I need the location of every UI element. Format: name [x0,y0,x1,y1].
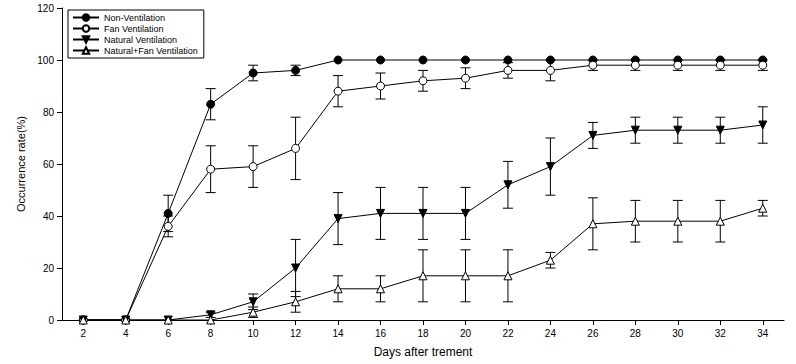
svg-text:Natural+Fan Ventilation: Natural+Fan Ventilation [104,46,198,56]
svg-text:6: 6 [165,328,171,339]
svg-text:120: 120 [37,3,54,14]
svg-text:20: 20 [43,263,55,274]
svg-text:34: 34 [757,328,769,339]
svg-text:10: 10 [248,328,260,339]
svg-text:28: 28 [630,328,642,339]
svg-text:22: 22 [502,328,514,339]
svg-text:26: 26 [587,328,599,339]
svg-text:20: 20 [460,328,472,339]
svg-text:Natural Ventilation: Natural Ventilation [104,35,177,45]
svg-text:60: 60 [43,159,55,170]
svg-text:40: 40 [43,211,55,222]
svg-text:Occurrence rate(%): Occurrence rate(%) [15,116,27,212]
svg-text:16: 16 [375,328,387,339]
svg-text:100: 100 [37,55,54,66]
svg-text:2: 2 [80,328,86,339]
svg-text:4: 4 [123,328,129,339]
svg-text:18: 18 [417,328,429,339]
svg-text:0: 0 [48,315,54,326]
svg-text:Fan Ventilation: Fan Ventilation [104,24,164,34]
svg-text:14: 14 [332,328,344,339]
svg-text:24: 24 [545,328,557,339]
svg-text:32: 32 [715,328,727,339]
svg-text:Days after trement: Days after trement [374,345,473,359]
svg-text:30: 30 [672,328,684,339]
svg-text:80: 80 [43,107,55,118]
svg-text:12: 12 [290,328,302,339]
svg-text:8: 8 [208,328,214,339]
svg-text:Non-Ventilation: Non-Ventilation [104,13,165,23]
